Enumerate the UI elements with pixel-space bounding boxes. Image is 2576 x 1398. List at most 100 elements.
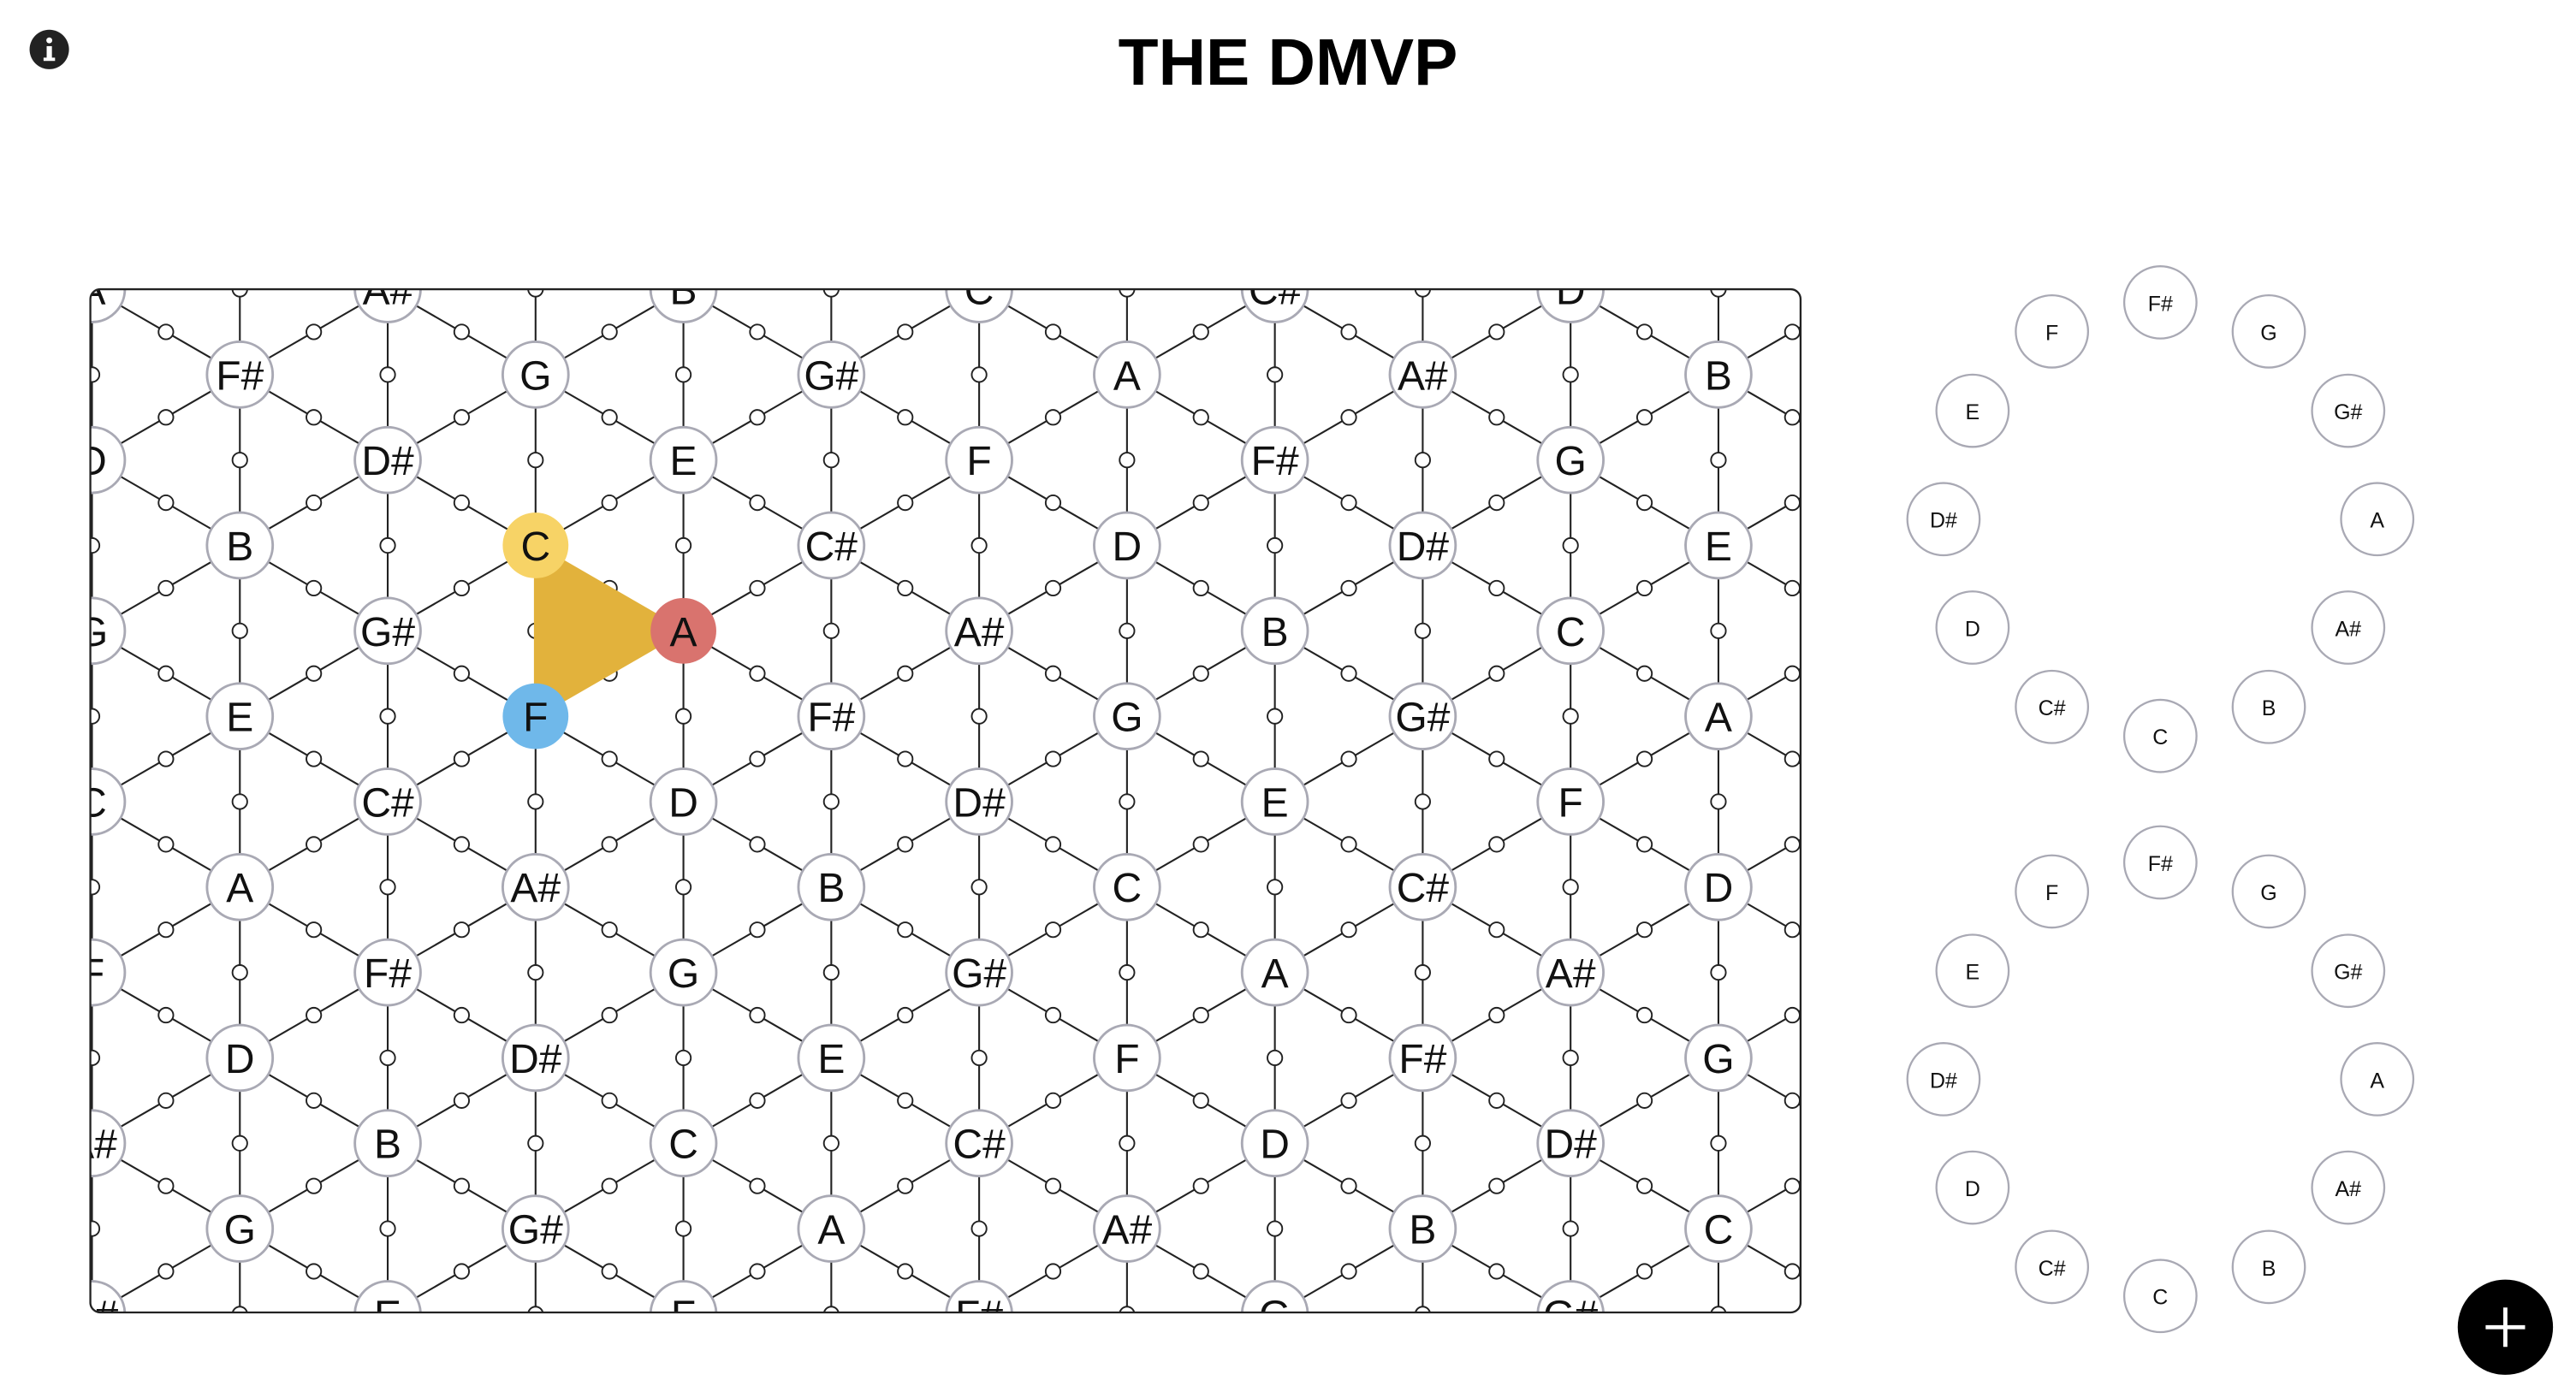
note-label: F [1558,780,1583,826]
edge-dot [1044,409,1062,426]
triad-highlight [533,542,687,720]
edge-dot [158,1349,173,1364]
edge-dot [1340,750,1357,767]
info-button[interactable] [29,29,69,69]
note-label: G# [1543,1293,1598,1338]
grid-edge [1718,289,1801,290]
edge-dot [1635,1263,1653,1280]
note-node [945,289,1013,323]
edge-dot [1192,750,1209,767]
grid-edge [683,289,832,290]
pitch-label: B [2262,696,2276,720]
edge-dot [970,879,988,896]
edge-dot [1414,1306,1432,1312]
edge-dot [1932,922,1947,937]
note-node [205,341,275,409]
edge-dot [749,1092,766,1109]
edge-dot [379,1220,396,1237]
note-node [1536,767,1606,836]
pitch-circles: F# G G# A A# B C C# D D# E F F# G G# A A# B C C# D D# E F [1906,265,2415,1334]
edge-dot [1859,1392,1873,1398]
note-label: A# [363,268,413,313]
edge-dot [1267,1049,1284,1067]
edge-dot [453,579,471,597]
pitch-label: D# [1930,509,1957,533]
edge-dot [1340,665,1357,682]
edge-dot [1340,921,1357,939]
edge-dot [1267,197,1282,211]
edge-dot [602,154,617,169]
note-label: A [226,866,253,911]
grid-edge [1275,1314,1423,1398]
edge-dot [1267,1220,1284,1237]
edge-dot [2080,1093,2095,1108]
edge-dot [1932,837,1947,851]
edge-dot [1564,197,1578,211]
edge-dot [1932,1264,1947,1278]
note-node [90,1280,127,1312]
edge-dot [10,495,25,510]
note-node [1388,852,1457,921]
edge-dot [1414,452,1432,469]
edge-dot [1044,665,1062,682]
note-label: G# [360,610,415,655]
edge-dot [1192,1092,1209,1109]
edge-dot [898,154,912,169]
edge-dot [10,324,25,339]
edge-dot [2155,1392,2169,1398]
edge-dot [453,1177,471,1194]
note-label: G [668,951,699,997]
note-label: B [1261,610,1289,655]
note-label: C# [1249,268,1302,313]
note-node [501,341,570,409]
edge-dot [674,366,692,383]
edge-dot [822,622,840,639]
edge-dot [1192,1006,1209,1024]
grid-edge [536,118,684,204]
grid-edge [1422,289,1571,290]
edge-dot [1635,750,1653,767]
grid-edge [978,289,1128,290]
edge-dot [1488,1263,1505,1280]
add-button[interactable] [2457,1279,2554,1375]
edge-dot [750,154,764,169]
edge-dot [379,708,396,725]
edge-dot [970,366,988,383]
edge-dot [453,750,471,767]
edge-dot [157,1092,175,1109]
edge-dot [2229,1093,2243,1108]
edge-dot [2080,922,2095,937]
pitch-label: E [1966,961,1980,985]
pitch-node [1906,1042,1981,1117]
edge-dot [453,921,471,939]
note-node [649,425,718,495]
edge-dot [1119,793,1136,810]
pitch-label: A [2370,509,2384,533]
note-label: G [1111,696,1143,741]
edge-dot [453,1006,471,1024]
edge-dot [231,793,248,810]
edge-dot [2080,1179,2095,1194]
grid-edge [388,118,536,204]
note-label: A [1261,951,1289,997]
note-node [502,512,569,578]
note-label: B [1409,1208,1436,1253]
edge-dot [306,1349,321,1364]
edge-dot [1414,622,1432,639]
note-node [1684,1023,1753,1093]
grid-edge [0,1314,92,1398]
edge-dot [1562,366,1579,383]
note-node [205,1194,275,1263]
grid-edge [92,1314,240,1398]
edge-dot [1932,154,1947,169]
grid-edge [1867,802,2015,887]
edge-dot [1785,240,1800,254]
note-node [649,1280,718,1312]
pitch-label: B [2262,1257,2276,1281]
note-label: E [670,439,697,484]
grid-edge [240,118,388,204]
grid-edge [387,289,537,290]
edge-dot [1635,323,1653,341]
note-label: C [1556,610,1586,655]
